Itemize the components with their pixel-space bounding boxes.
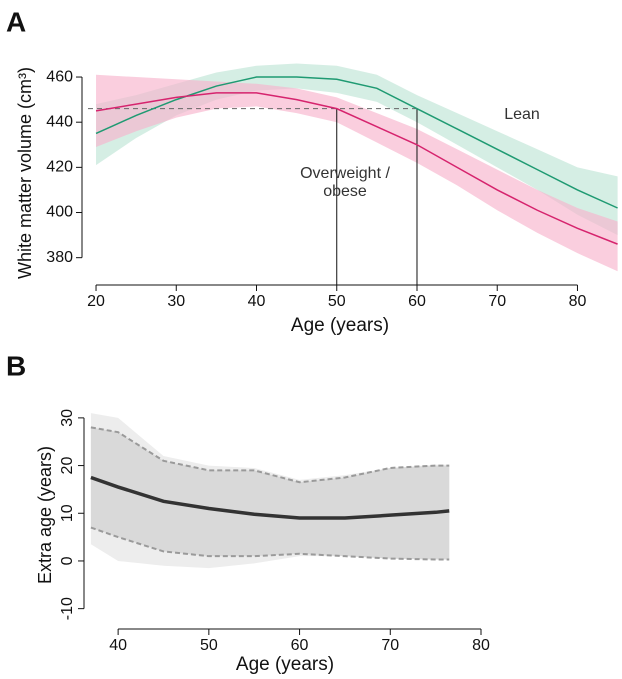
x-tick-label: 50 xyxy=(328,293,346,310)
x-tick-label: 20 xyxy=(87,293,105,310)
band-upper-edge xyxy=(90,426,450,484)
series-line xyxy=(90,475,450,520)
y-tick-label: 0 xyxy=(59,556,76,565)
y-tick-label: 460 xyxy=(46,68,73,85)
series-label: Overweight / obese xyxy=(300,165,390,200)
confidence-band xyxy=(90,427,450,560)
y-tick-label: -10 xyxy=(59,597,76,620)
x-tick-label: 60 xyxy=(408,293,426,310)
series-label: Lean xyxy=(504,106,540,123)
y-tick-label: 380 xyxy=(46,249,73,266)
y-tick-label: 400 xyxy=(46,204,73,221)
y-axis-title: Extra age (years) xyxy=(35,446,55,584)
x-tick-label: 30 xyxy=(167,293,185,310)
x-tick-label: 80 xyxy=(569,293,587,310)
y-tick-label: 440 xyxy=(46,113,73,130)
y-tick-label: 20 xyxy=(59,457,76,475)
x-axis-title: Age (years) xyxy=(236,654,334,675)
x-tick-label: 50 xyxy=(200,637,218,654)
x-tick-label: 40 xyxy=(248,293,266,310)
y-tick-label: 420 xyxy=(46,159,73,176)
y-tick-label: 30 xyxy=(59,409,76,427)
x-tick-label: 70 xyxy=(381,637,399,654)
x-tick-label: 40 xyxy=(109,637,127,654)
y-tick-label: 10 xyxy=(59,504,76,522)
y-axis-title: White matter volume (cm³) xyxy=(15,67,35,279)
panel-label: A xyxy=(6,6,26,37)
panel-label: B xyxy=(6,350,26,381)
x-tick-label: 70 xyxy=(488,293,506,310)
confidence-band xyxy=(96,63,618,236)
confidence-band xyxy=(96,74,618,272)
x-tick-label: 80 xyxy=(472,637,490,654)
series-line xyxy=(95,92,618,245)
x-tick-label: 60 xyxy=(291,637,309,654)
band-lower-edge xyxy=(90,526,450,561)
x-axis-title: Age (years) xyxy=(291,315,389,336)
